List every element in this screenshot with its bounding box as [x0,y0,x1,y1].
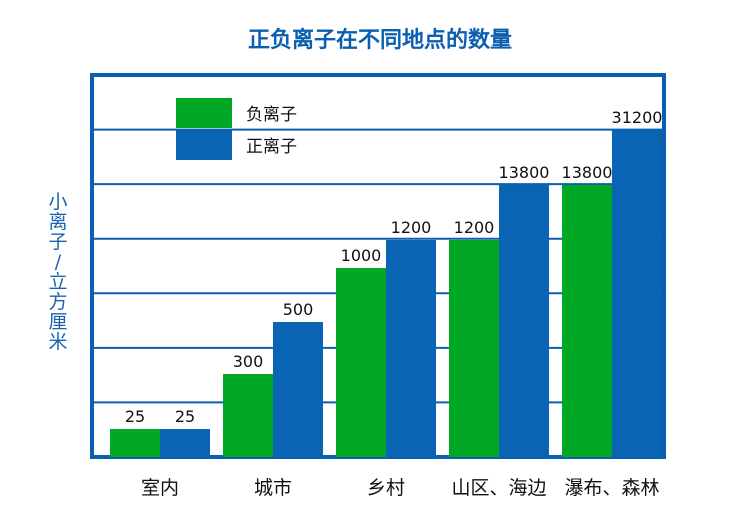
data-label: 500 [283,300,314,319]
bar-negative-1 [223,374,273,457]
chart-title: 正负离子在不同地点的数量 [248,27,512,53]
data-labels: 25 25 300 500 1000 1200 1200 13800 13800 31200 [125,108,663,426]
x-tick-label: 乡村 [367,477,405,499]
legend-swatch [176,130,232,160]
bar-positive-3 [499,185,549,457]
x-tick-label: 室内 [141,477,179,499]
x-tick-label: 城市 [254,477,292,499]
data-label: 300 [233,352,264,371]
bar-negative-3 [449,240,499,457]
x-tick-label: 瀑布、森林 [564,477,659,499]
bars [110,130,662,457]
legend-label: 正离子 [246,137,297,157]
data-label: 31200 [612,108,663,127]
x-tick-labels: 室内 城市 乡村 山区、海边 瀑布、森林 [141,477,660,499]
y-axis-label-char: 离 [48,211,67,233]
x-tick-label: 山区、海边 [451,477,546,499]
data-label: 13800 [499,163,550,182]
y-axis-label-char: 米 [48,331,67,353]
legend-label: 负离子 [246,105,297,125]
data-label: 25 [175,407,195,426]
legend-swatch [176,98,232,128]
data-label: 1200 [454,218,495,237]
y-axis-label-char: 方 [48,291,67,313]
bar-positive-0 [160,429,210,457]
bar-positive-4 [612,130,662,457]
data-label: 1000 [341,246,382,265]
bar-negative-4 [562,185,612,457]
bar-negative-2 [336,268,386,457]
data-label: 1200 [391,218,432,237]
y-axis-label-char: 小 [48,191,67,213]
bar-positive-2 [386,240,436,457]
y-axis-label-char: 子 [48,231,67,253]
bar-positive-1 [273,322,323,457]
data-label: 25 [125,407,145,426]
data-label: 13800 [562,163,613,182]
y-axis-label-char: 立 [48,271,67,293]
y-axis-label-char: 厘 [48,311,67,333]
bar-negative-0 [110,429,160,457]
y-axis-label-char: / [55,251,62,273]
